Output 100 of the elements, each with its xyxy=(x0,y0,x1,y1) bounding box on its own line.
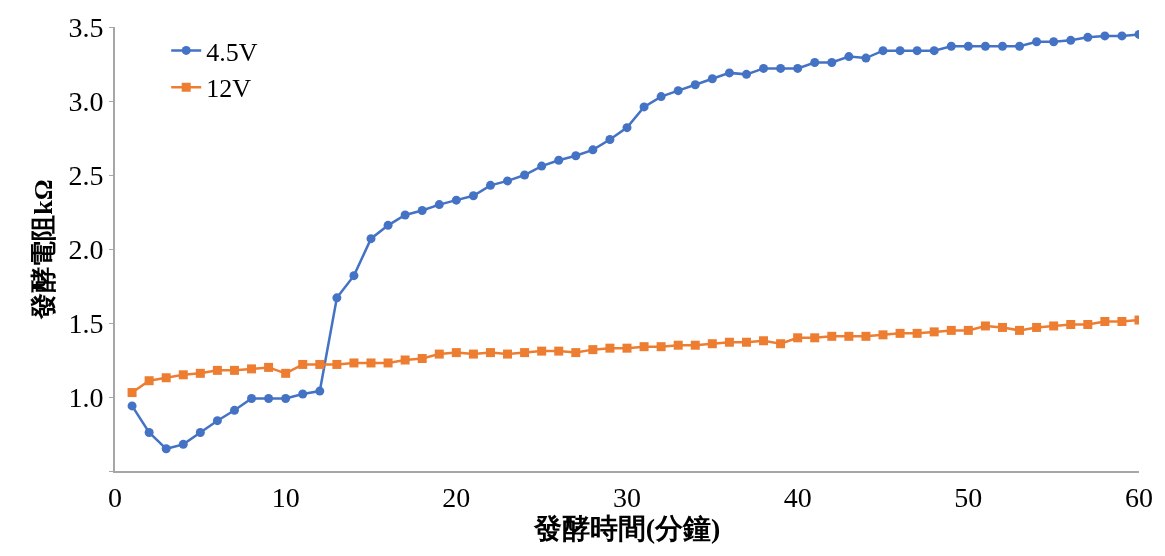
point xyxy=(434,349,444,359)
point xyxy=(485,180,495,190)
point xyxy=(298,389,308,399)
point xyxy=(537,161,547,171)
point xyxy=(127,388,137,398)
point xyxy=(264,393,274,403)
point xyxy=(776,339,786,349)
point xyxy=(554,155,564,165)
x-tick-label: 0 xyxy=(108,481,122,513)
point xyxy=(520,170,530,180)
point xyxy=(690,340,700,350)
point xyxy=(929,46,939,56)
point xyxy=(554,346,564,356)
x-tick-label: 20 xyxy=(442,481,471,513)
point xyxy=(912,46,922,56)
point xyxy=(1066,319,1076,329)
point xyxy=(332,293,342,303)
point xyxy=(315,359,325,369)
point xyxy=(912,328,922,338)
point xyxy=(1083,32,1093,42)
point xyxy=(247,393,257,403)
point xyxy=(178,439,188,449)
point xyxy=(161,444,171,454)
point xyxy=(963,41,973,51)
legend-label: 12V xyxy=(206,74,252,104)
point xyxy=(537,346,547,356)
point xyxy=(468,191,478,201)
point xyxy=(451,195,461,205)
y-tick-label: 3.0 xyxy=(68,85,104,117)
point xyxy=(673,86,683,96)
point xyxy=(741,69,751,79)
point xyxy=(366,234,376,244)
point xyxy=(1015,325,1025,335)
point xyxy=(997,322,1007,332)
point xyxy=(229,405,239,415)
point xyxy=(1117,31,1127,41)
point xyxy=(417,206,427,216)
point xyxy=(468,349,478,359)
point xyxy=(980,321,990,331)
point xyxy=(690,80,700,90)
point xyxy=(656,342,666,352)
point xyxy=(878,46,888,56)
x-tick-label: 30 xyxy=(613,481,641,513)
point xyxy=(724,337,734,347)
point xyxy=(844,52,854,62)
point xyxy=(827,58,837,68)
point xyxy=(212,416,222,426)
point xyxy=(195,428,205,438)
point xyxy=(741,337,751,347)
point xyxy=(622,343,632,353)
legend-label: 4.5V xyxy=(206,37,258,67)
point xyxy=(639,342,649,352)
point xyxy=(622,123,632,133)
point xyxy=(946,41,956,51)
point xyxy=(793,333,803,343)
point xyxy=(195,368,205,378)
point xyxy=(878,330,888,340)
x-tick-label: 60 xyxy=(1125,481,1153,513)
point xyxy=(264,362,274,372)
point xyxy=(605,343,615,353)
point xyxy=(161,373,171,383)
point xyxy=(349,358,359,368)
point xyxy=(1049,321,1059,331)
point xyxy=(707,339,717,349)
point xyxy=(895,46,905,56)
point xyxy=(1032,322,1042,332)
point xyxy=(485,348,495,358)
point xyxy=(520,348,530,358)
point xyxy=(434,200,444,210)
point xyxy=(963,325,973,335)
point xyxy=(793,63,803,73)
point xyxy=(247,364,257,374)
point xyxy=(895,328,905,338)
point xyxy=(571,151,581,161)
point xyxy=(349,271,359,281)
point xyxy=(144,376,154,386)
point xyxy=(1083,319,1093,329)
point xyxy=(229,365,239,375)
point xyxy=(383,220,393,230)
point xyxy=(997,41,1007,51)
point xyxy=(1100,317,1110,327)
point xyxy=(776,63,786,73)
x-tick-label: 40 xyxy=(783,481,812,513)
point xyxy=(1100,31,1110,41)
point xyxy=(1049,37,1059,47)
point xyxy=(383,358,393,368)
point xyxy=(127,401,137,411)
point xyxy=(605,134,615,144)
point xyxy=(571,348,581,358)
point xyxy=(1066,35,1076,45)
x-axis-title: 發酵時間(分鐘) xyxy=(532,512,721,544)
point xyxy=(503,349,513,359)
point xyxy=(844,331,854,341)
point xyxy=(451,348,461,358)
point xyxy=(503,176,513,186)
point xyxy=(298,359,308,369)
point xyxy=(759,336,769,346)
point xyxy=(332,359,342,369)
y-axis-title: 發酵電阻kΩ xyxy=(29,179,59,320)
point xyxy=(400,210,410,220)
